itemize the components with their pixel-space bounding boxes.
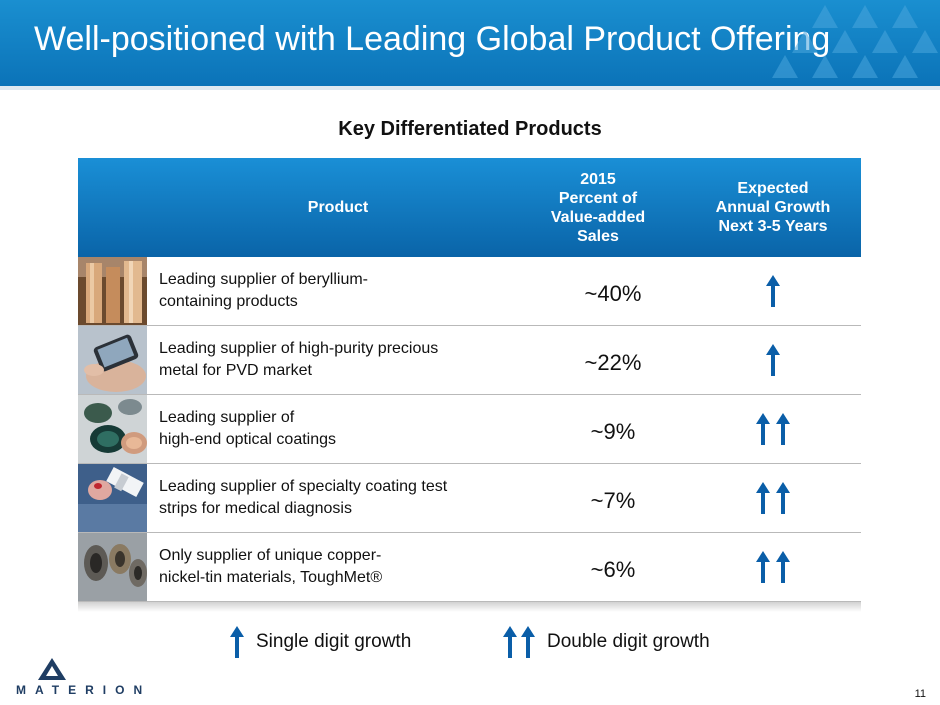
header-product: Product xyxy=(307,199,369,216)
up-arrow-icon xyxy=(230,626,244,658)
header-divider xyxy=(0,86,940,90)
bushings-image xyxy=(78,533,147,601)
up-arrow-icon xyxy=(755,551,770,583)
percent-value: ~22% xyxy=(584,350,642,375)
slide-title: Well-positioned with Leading Global Prod… xyxy=(34,20,831,58)
up-arrow-icon xyxy=(755,413,770,445)
percent-value: ~9% xyxy=(590,419,636,444)
up-arrow-icon xyxy=(503,626,517,658)
product-description: Leading supplier of beryllium- containin… xyxy=(159,271,368,310)
table-header: Product 2015 Percent of Value-added Sale… xyxy=(78,158,861,257)
legend-single: Single digit growth xyxy=(230,626,411,658)
legend-single-label: Single digit growth xyxy=(256,631,412,652)
smartphone-hand-image xyxy=(78,326,147,394)
up-arrow-icon xyxy=(755,482,770,514)
percent-value: ~7% xyxy=(590,488,636,513)
legend-double: Double digit growth xyxy=(503,626,710,658)
up-arrow-icon xyxy=(776,413,791,445)
table-row: Leading supplier of beryllium- containin… xyxy=(78,257,861,326)
up-arrow-icon xyxy=(766,275,780,307)
table-row: Leading supplier of high-end optical coa… xyxy=(78,395,861,464)
materion-logo-icon xyxy=(38,658,66,680)
up-arrow-icon xyxy=(521,626,535,658)
growth-indicator xyxy=(718,344,828,381)
product-description: Only supplier of unique copper- nickel-t… xyxy=(159,547,383,586)
product-description: Leading supplier of high-purity precious… xyxy=(159,340,439,379)
growth-indicator xyxy=(718,482,828,519)
table-row: Leading supplier of specialty coating te… xyxy=(78,464,861,533)
up-arrow-icon xyxy=(766,344,780,376)
page-number: 11 xyxy=(914,688,926,700)
title-bar: Well-positioned with Leading Global Prod… xyxy=(0,0,940,86)
legend-double-label: Double digit growth xyxy=(547,631,710,652)
beryllium-rods-image xyxy=(78,257,147,325)
table-shadow xyxy=(78,602,861,612)
header-growth: Expected Annual Growth Next 3-5 Years xyxy=(715,180,831,235)
growth-indicator xyxy=(718,551,828,588)
product-description: Leading supplier of high-end optical coa… xyxy=(159,409,337,448)
product-description: Leading supplier of specialty coating te… xyxy=(159,478,448,517)
table-row: Only supplier of unique copper- nickel-t… xyxy=(78,533,861,602)
optical-lenses-image xyxy=(78,395,147,463)
logo-wordmark: MATERION xyxy=(16,683,152,697)
up-arrow-icon xyxy=(776,482,791,514)
products-table: Product 2015 Percent of Value-added Sale… xyxy=(78,158,861,602)
test-strip-image xyxy=(78,464,147,532)
table-heading: Key Differentiated Products xyxy=(338,118,602,140)
table-row: Leading supplier of high-purity precious… xyxy=(78,326,861,395)
growth-indicator xyxy=(718,413,828,450)
growth-indicator xyxy=(718,275,828,312)
triangle-pattern-icon xyxy=(772,5,938,78)
percent-value: ~40% xyxy=(584,281,642,306)
up-arrow-icon xyxy=(776,551,791,583)
percent-value: ~6% xyxy=(590,557,636,582)
header-percent: 2015 Percent of Value-added Sales xyxy=(550,170,646,245)
